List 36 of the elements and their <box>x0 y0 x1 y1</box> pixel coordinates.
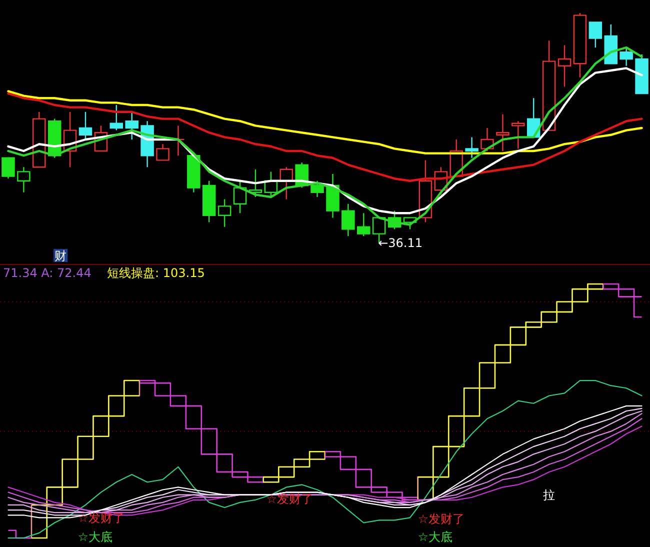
annotation: ☆发财了 <box>266 492 314 506</box>
candlestick <box>450 138 463 177</box>
annotation: ☆大底 <box>418 530 452 544</box>
candlestick <box>418 160 432 223</box>
candlestick <box>110 104 124 131</box>
candlestick <box>465 136 478 158</box>
candlestick <box>78 111 92 140</box>
candlestick <box>620 46 633 66</box>
candlestick <box>558 44 572 88</box>
annotation: ☆发财了 <box>418 512 464 526</box>
candlestick <box>248 168 262 198</box>
annotation: ☆大底 <box>78 530 113 544</box>
candlestick <box>63 111 77 168</box>
candlestick <box>233 180 247 214</box>
candlestick <box>17 166 30 193</box>
annotation: 拉 <box>542 488 555 502</box>
text: 71.34 A: 72.44 <box>3 266 92 280</box>
text: 短线操盘: 103.15 <box>107 266 205 280</box>
candlestick <box>604 24 618 64</box>
candlestick <box>512 120 525 150</box>
candlestick <box>496 114 510 152</box>
candlestick <box>156 144 170 161</box>
candlestick <box>542 40 556 131</box>
annotation: ←36.11 <box>378 236 423 250</box>
candlestick <box>280 166 293 200</box>
candlestick <box>342 203 355 237</box>
candlestick <box>573 12 587 78</box>
candlestick <box>202 180 216 223</box>
candlestick <box>480 127 494 152</box>
candlestick <box>434 166 448 196</box>
candlestick <box>357 212 370 237</box>
candlestick <box>218 198 232 228</box>
candlestick <box>310 180 324 198</box>
candlestick <box>187 155 200 193</box>
candlestick <box>125 111 138 140</box>
candlestick <box>588 22 602 48</box>
